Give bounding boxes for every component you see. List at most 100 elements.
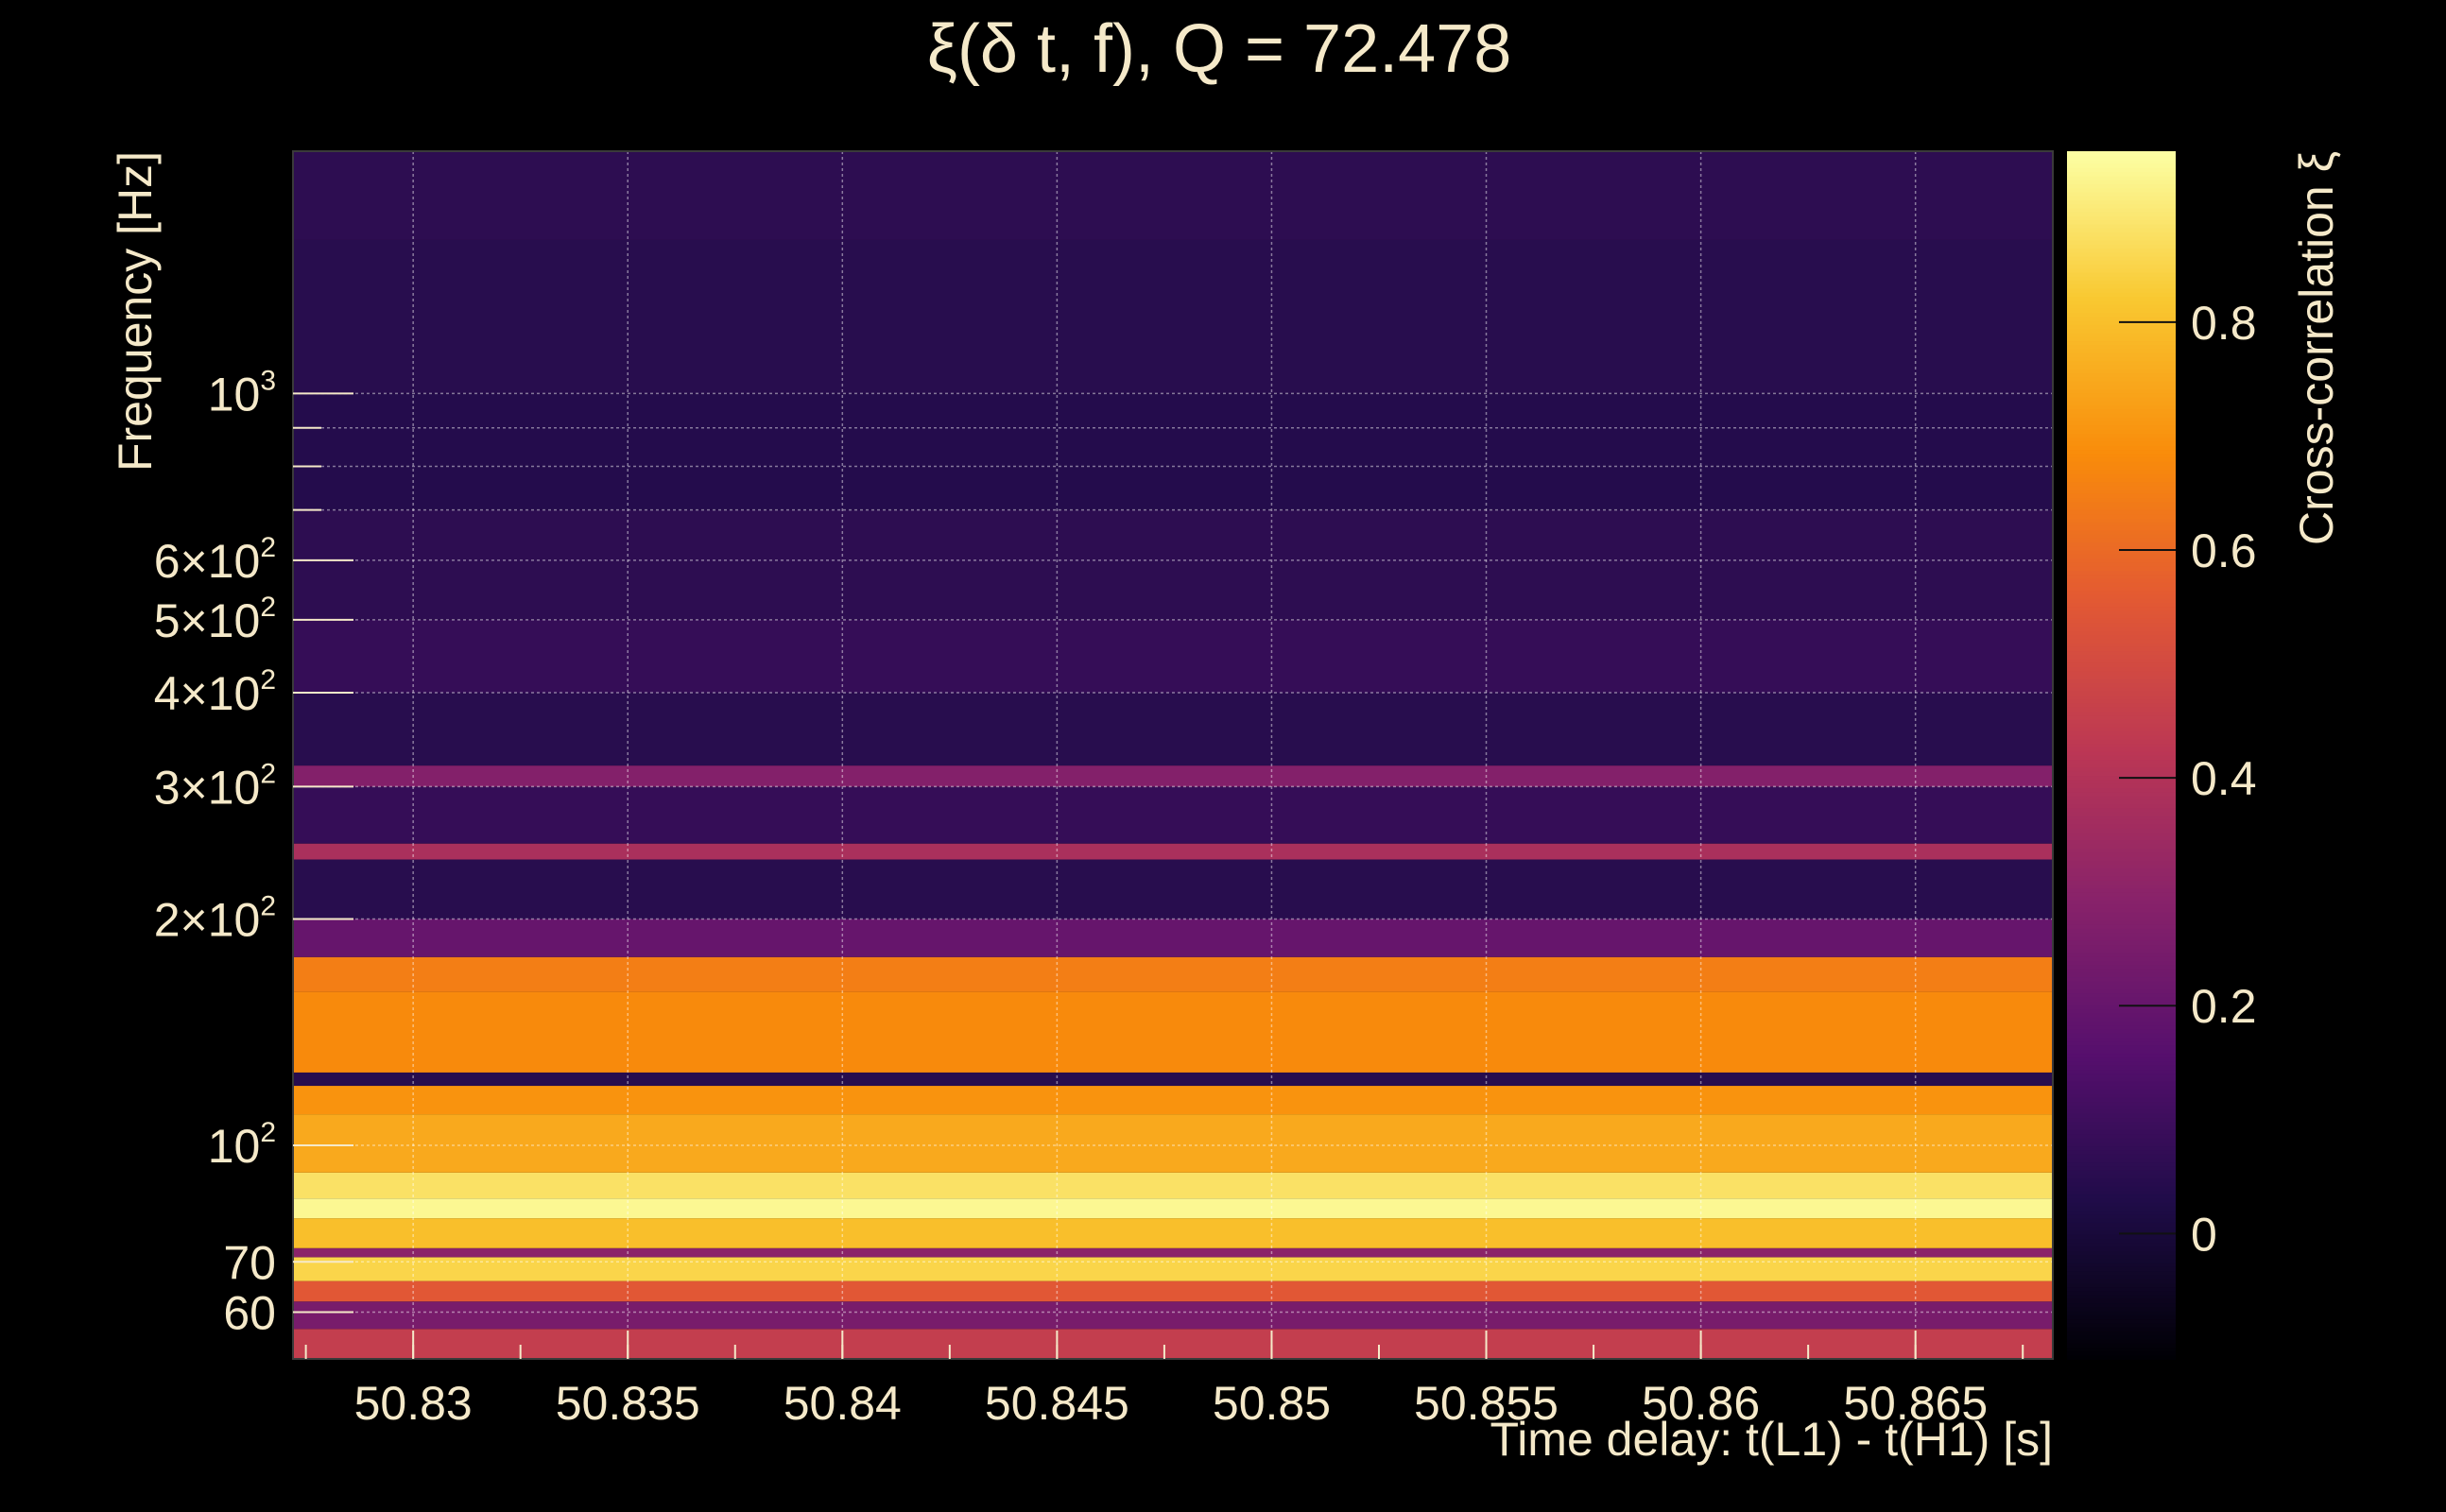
colorbar-segment xyxy=(2067,449,2176,455)
colorbar-segment xyxy=(2067,1092,2176,1098)
colorbar-segment xyxy=(2067,356,2176,362)
colorbar-segment xyxy=(2067,980,2176,986)
colorbar-segment xyxy=(2067,469,2176,474)
colorbar-segment xyxy=(2067,992,2176,998)
colorbar-segment xyxy=(2067,811,2176,816)
colorbar-segment xyxy=(2067,1310,2176,1315)
colorbar-segment xyxy=(2067,1197,2176,1203)
colorbar-segment xyxy=(2067,650,2176,656)
colorbar-segment xyxy=(2067,984,2176,989)
colorbar-segment xyxy=(2067,996,2176,1002)
colorbar-segment xyxy=(2067,1326,2176,1332)
colorbar-segment xyxy=(2067,871,2176,877)
colorbar-segment xyxy=(2067,417,2176,422)
colorbar-segment xyxy=(2067,976,2176,982)
colorbar-segment xyxy=(2067,626,2176,631)
colorbar-segment xyxy=(2067,284,2176,289)
y-tick-label: 60 xyxy=(223,1287,276,1340)
colorbar-segment xyxy=(2067,1021,2176,1026)
colorbar-segment xyxy=(2067,328,2176,334)
colorbar-segment xyxy=(2067,243,2176,249)
y-axis-label: Frequency [Hz] xyxy=(109,151,162,472)
y-tick-label: 70 xyxy=(223,1236,276,1289)
colorbar-segment xyxy=(2067,260,2176,266)
colorbar-segment xyxy=(2067,151,2176,157)
colorbar-segment xyxy=(2067,613,2176,619)
colorbar-segment xyxy=(2067,388,2176,394)
colorbar-segment xyxy=(2067,919,2176,925)
colorbar-segment xyxy=(2067,545,2176,551)
colorbar-segment xyxy=(2067,779,2176,784)
colorbar-segment xyxy=(2067,864,2176,869)
colorbar-segment xyxy=(2067,1181,2176,1187)
colorbar-segment xyxy=(2067,593,2176,599)
colorbar-segment xyxy=(2067,1125,2176,1130)
y-tick-label: 6×102 xyxy=(154,532,276,588)
colorbar-segment xyxy=(2067,610,2176,615)
colorbar-segment xyxy=(2067,859,2176,865)
colorbar-segment xyxy=(2067,300,2176,305)
colorbar-segment xyxy=(2067,501,2176,507)
colorbar-segment xyxy=(2067,638,2176,644)
colorbar-segment xyxy=(2067,167,2176,173)
colorbar-segment xyxy=(2067,408,2176,414)
colorbar-segment xyxy=(2067,1113,2176,1119)
colorbar-segment xyxy=(2067,711,2176,716)
colorbar-segment xyxy=(2067,839,2176,845)
colorbar-segment xyxy=(2067,738,2176,745)
colorbar-segment xyxy=(2067,952,2176,957)
heatmap-band xyxy=(293,619,2053,694)
colorbar-segment xyxy=(2067,936,2176,941)
colorbar-segment xyxy=(2067,815,2176,820)
colorbar-segment xyxy=(2067,1258,2176,1263)
x-tick-label: 50.865 xyxy=(1843,1377,1988,1430)
heatmap-band xyxy=(293,693,2053,766)
colorbar-segment xyxy=(2067,750,2176,756)
colorbar-segment xyxy=(2067,1044,2176,1050)
colorbar-segment xyxy=(2067,827,2176,833)
colorbar-segment xyxy=(2067,1282,2176,1288)
colorbar-segment xyxy=(2067,1318,2176,1324)
colorbar-segment xyxy=(2067,1342,2176,1349)
colorbar-segment xyxy=(2067,219,2176,225)
colorbar-segment xyxy=(2067,743,2176,748)
colorbar-segment xyxy=(2067,868,2176,873)
heatmap-band xyxy=(293,509,2053,620)
colorbar-segment xyxy=(2067,437,2176,442)
colorbar-segment xyxy=(2067,1249,2176,1256)
y-tick-label: 103 xyxy=(208,365,276,421)
colorbar-segment xyxy=(2067,1108,2176,1114)
colorbar-segment xyxy=(2067,907,2176,913)
colorbar-tick-label: 0.2 xyxy=(2191,980,2257,1033)
colorbar-tick-label: 0.4 xyxy=(2191,752,2257,805)
colorbar-segment xyxy=(2067,1222,2176,1228)
colorbar-segment xyxy=(2067,276,2176,282)
heatmap-band xyxy=(293,239,2053,394)
colorbar-segment xyxy=(2067,928,2176,934)
colorbar-segment xyxy=(2067,1048,2176,1055)
colorbar-segment xyxy=(2067,332,2176,337)
colorbar-segment xyxy=(2067,1060,2176,1066)
colorbar-segment xyxy=(2067,255,2176,261)
colorbar-segment xyxy=(2067,642,2176,647)
colorbar-segment xyxy=(2067,1185,2176,1191)
colorbar-segment xyxy=(2067,1331,2176,1336)
heatmap-band xyxy=(293,1257,2053,1281)
colorbar-segment xyxy=(2067,376,2176,382)
colorbar-segment xyxy=(2067,195,2176,200)
heatmap-band xyxy=(293,919,2053,957)
x-tick-label: 50.83 xyxy=(354,1377,473,1430)
colorbar-segment xyxy=(2067,401,2176,406)
colorbar-segment xyxy=(2067,497,2176,503)
colorbar-segment xyxy=(2067,316,2176,321)
colorbar-segment xyxy=(2067,734,2176,740)
colorbar-segment xyxy=(2067,424,2176,430)
colorbar-segment xyxy=(2067,348,2176,353)
colorbar-segment xyxy=(2067,561,2176,567)
colorbar-segment xyxy=(2067,690,2176,696)
colorbar-segment xyxy=(2067,251,2176,257)
heatmap-band xyxy=(293,956,2053,992)
colorbar-segment xyxy=(2067,1028,2176,1034)
colorbar-segment xyxy=(2067,755,2176,761)
colorbar-segment xyxy=(2067,1133,2176,1139)
